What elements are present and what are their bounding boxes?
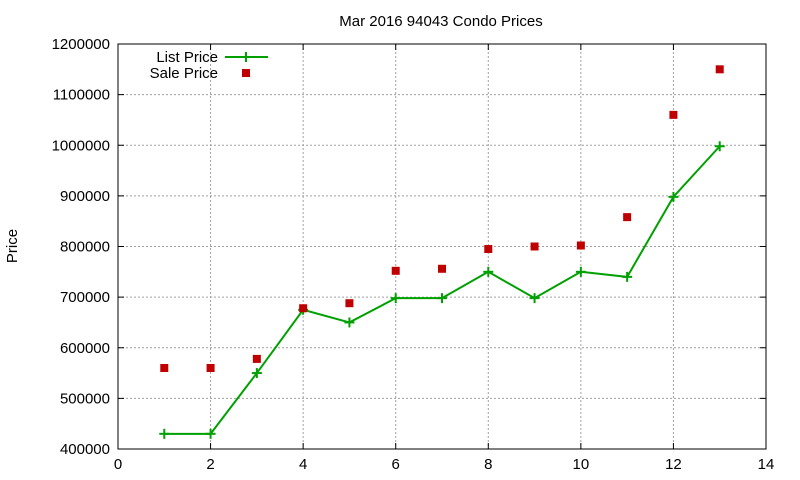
- y-tick-label: 900000: [60, 188, 110, 205]
- data-point: [206, 364, 215, 372]
- y-tick-label: 700000: [60, 289, 110, 306]
- data-point: [622, 271, 633, 282]
- data-point: [252, 354, 261, 363]
- x-tick-label: 10: [573, 456, 590, 473]
- data-point: [251, 368, 262, 379]
- y-tick-label: 500000: [60, 390, 110, 407]
- axis-ticks: 0 2 4 6 8 10 12 14 400000 500000 600000 700000 80000…: [52, 36, 775, 473]
- legend-label: List Price: [156, 49, 218, 66]
- data-point: [715, 65, 724, 74]
- legend-marker: [242, 69, 250, 77]
- series-sale-price: [160, 65, 724, 372]
- data-point: [160, 364, 169, 372]
- y-tick-label: 1000000: [52, 137, 110, 154]
- x-tick-label: 8: [484, 456, 492, 473]
- data-point: [576, 241, 585, 250]
- y-tick-label: 1100000: [53, 87, 110, 104]
- data-point: [159, 428, 170, 439]
- data-point: [344, 317, 355, 328]
- data-point: [483, 266, 494, 277]
- x-tick-label: 14: [758, 456, 775, 473]
- data-point: [437, 293, 447, 304]
- x-tick-label: 2: [206, 456, 214, 473]
- data-point: [530, 242, 539, 251]
- data-point: [438, 264, 446, 273]
- data-point: [623, 213, 632, 222]
- legend-marker: [241, 52, 251, 62]
- y-axis-label: Price: [4, 229, 21, 263]
- data-point: [575, 266, 586, 277]
- x-tick-label: 4: [299, 456, 307, 473]
- x-tick-label: 0: [114, 456, 122, 473]
- legend-label: Sale Price: [150, 65, 218, 82]
- series-line: [164, 145, 721, 435]
- data-point: [345, 299, 354, 308]
- data-point: [484, 245, 493, 254]
- series: [159, 65, 725, 439]
- data-point: [391, 266, 400, 275]
- grid: [118, 44, 766, 449]
- y-tick-label: 800000: [60, 239, 110, 256]
- series-list-price: [159, 141, 725, 439]
- y-tick-label: 1200000: [52, 36, 110, 53]
- data-point: [299, 304, 308, 313]
- x-tick-label: 12: [665, 456, 682, 473]
- x-tick-label: 6: [392, 456, 400, 473]
- data-point: [529, 293, 540, 304]
- data-point: [205, 428, 216, 439]
- data-point: [669, 110, 678, 119]
- data-point: [390, 293, 401, 304]
- data-point: [668, 191, 679, 202]
- y-tick-label: 400000: [60, 441, 110, 458]
- y-tick-label: 600000: [60, 340, 110, 357]
- data-point: [714, 141, 725, 152]
- chart-title: Mar 2016 94043 Condo Prices: [339, 13, 542, 30]
